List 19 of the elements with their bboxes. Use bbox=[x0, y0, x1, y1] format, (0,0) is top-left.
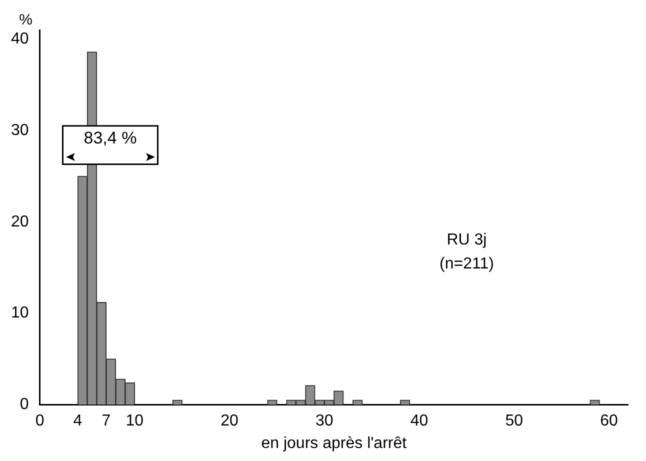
annotation: (n=211) bbox=[440, 256, 494, 273]
x-tick-label: 7 bbox=[102, 412, 111, 430]
x-axis-title: en jours après l'arrêt bbox=[261, 434, 408, 452]
x-tick-label: 50 bbox=[505, 412, 524, 430]
x-tick-label: 60 bbox=[600, 412, 618, 430]
x-tick-label: 4 bbox=[73, 412, 82, 430]
y-tick-label: 40 bbox=[11, 30, 29, 48]
y-tick-label: 10 bbox=[11, 304, 29, 322]
y-tick-label: 30 bbox=[11, 122, 29, 139]
x-tick-label: 40 bbox=[410, 412, 428, 430]
x-tick-label: 20 bbox=[220, 412, 239, 430]
x-tick-label: 0 bbox=[35, 412, 44, 430]
y-axis-title: % bbox=[19, 12, 32, 29]
y-tick-label: 0 bbox=[20, 396, 29, 414]
annotation: RU 3j bbox=[446, 232, 487, 249]
x-tick-label: 10 bbox=[126, 412, 144, 430]
annotation: 83,4 % bbox=[84, 128, 137, 148]
x-tick-label: 30 bbox=[316, 412, 334, 430]
y-tick-label: 20 bbox=[11, 213, 29, 230]
